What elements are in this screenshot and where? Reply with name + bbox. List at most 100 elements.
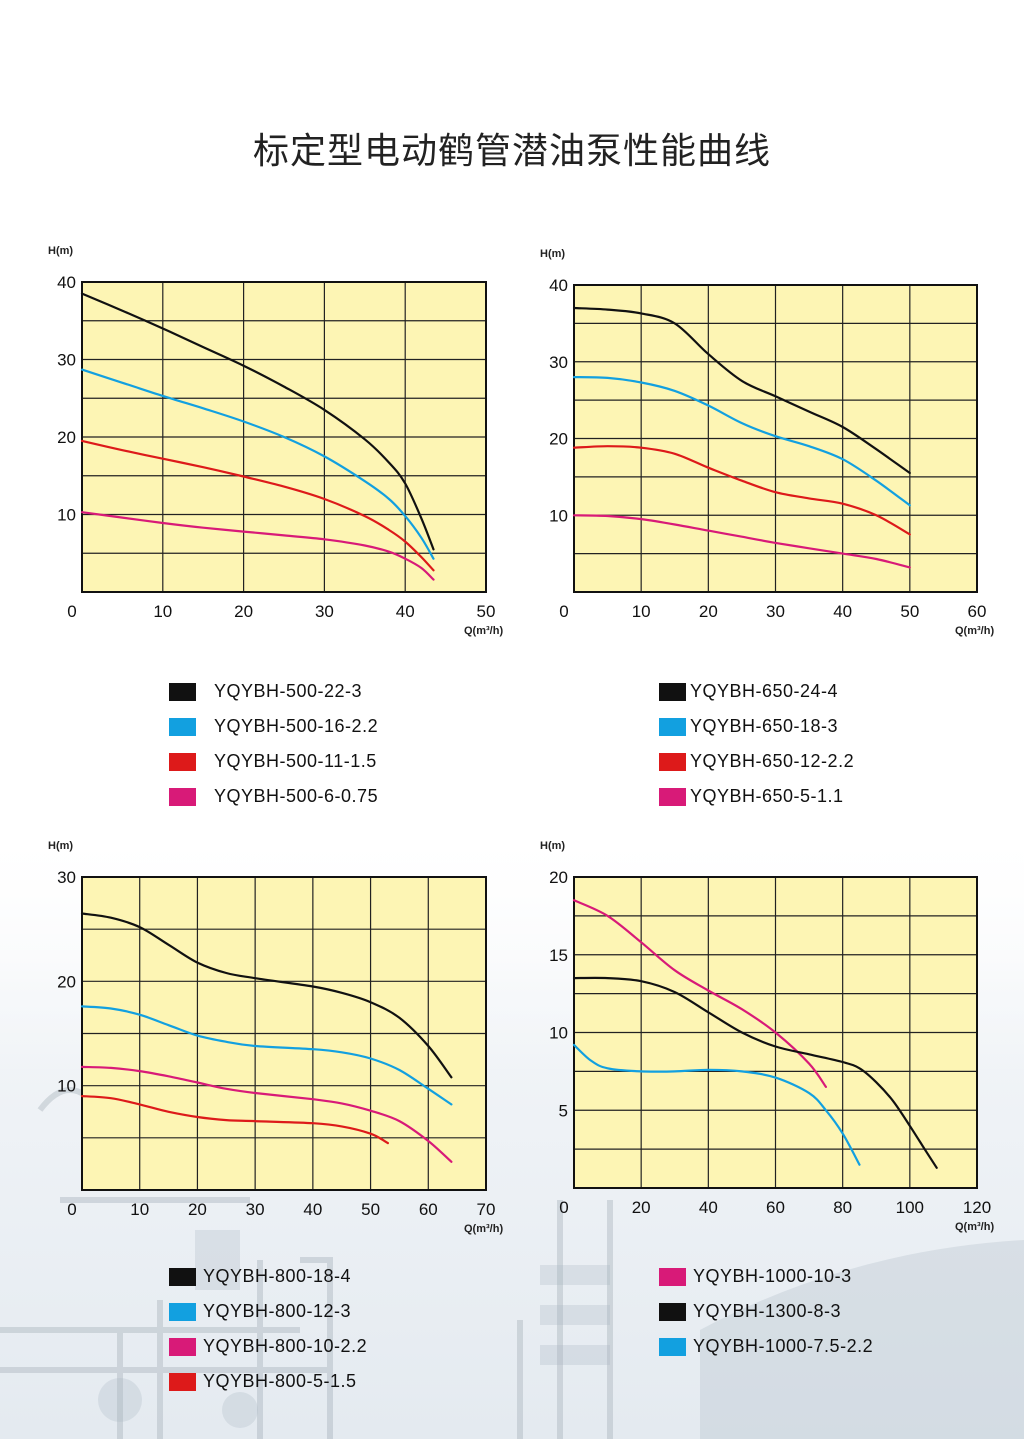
legend-swatch [659, 718, 686, 736]
y-tick-label: 10 [549, 1024, 568, 1043]
x-tick-label: 0 [67, 602, 76, 621]
legend-label: YQYBH-650-18-3 [690, 716, 839, 736]
performance-chart-500: H(m) Q(m³/h) 0 10 20 30 40 50 10 20 30 40 [48, 245, 503, 637]
x-tick-label: 40 [303, 1200, 322, 1219]
x-axis-label: Q(m³/h) [464, 625, 503, 637]
series-line-YQYBH-500-11-1.5 [80, 439, 435, 572]
y-tick-label: 10 [57, 506, 76, 525]
y-axis-label: H(m) [540, 840, 565, 852]
y-tick-label: 40 [549, 276, 568, 295]
legend-swatch [659, 1303, 686, 1321]
x-tick-label: 20 [234, 602, 253, 621]
y-axis-label: H(m) [48, 245, 73, 257]
x-tick-label: 50 [477, 602, 496, 621]
x-tick-label: 50 [361, 1200, 380, 1219]
x-tick-label: 30 [246, 1200, 265, 1219]
x-tick-label: 20 [188, 1200, 207, 1219]
series-line-YQYBH-800-12-3 [80, 1005, 453, 1106]
x-tick-label: 0 [67, 1200, 76, 1219]
y-tick-label: 20 [57, 972, 76, 991]
legend-swatch [659, 1338, 686, 1356]
legend-swatch [169, 1338, 196, 1356]
y-tick-label: 20 [549, 868, 568, 887]
series-line-YQYBH-650-5-1.1 [572, 514, 911, 569]
y-tick-label: 20 [549, 430, 568, 449]
legend-swatch [659, 1268, 686, 1286]
x-tick-label: 30 [315, 602, 334, 621]
series-line-YQYBH-1000-7.5-2.2 [572, 1043, 861, 1166]
series-line-YQYBH-500-16-2.2 [80, 368, 435, 560]
x-tick-label: 20 [699, 602, 718, 621]
x-tick-label: 40 [396, 602, 415, 621]
series-line-YQYBH-500-6-0.75 [80, 511, 435, 581]
x-tick-label: 80 [833, 1198, 852, 1217]
plot-frame [573, 284, 978, 593]
y-tick-label: 20 [57, 428, 76, 447]
legend-label: YQYBH-650-24-4 [690, 681, 839, 701]
x-tick-label: 100 [896, 1198, 924, 1217]
legend-swatch [169, 1268, 196, 1286]
y-tick-label: 10 [57, 1077, 76, 1096]
x-axis-label: Q(m³/h) [464, 1223, 503, 1235]
x-tick-label: 40 [833, 602, 852, 621]
performance-chart-800: H(m) Q(m³/h) 0 10 20 30 40 50 60 70 10 20 30 [48, 840, 503, 1235]
series-line-YQYBH-650-12-2.2 [572, 445, 911, 536]
x-tick-label: 0 [559, 1198, 568, 1217]
x-tick-label: 10 [632, 602, 651, 621]
x-tick-label: 40 [699, 1198, 718, 1217]
legend-swatch [659, 753, 686, 771]
y-axis-label: H(m) [48, 840, 73, 852]
legend-swatch [169, 753, 196, 771]
x-tick-label: 0 [559, 602, 568, 621]
x-tick-label: 10 [130, 1200, 149, 1219]
legend-swatch [169, 683, 196, 701]
x-axis-label: Q(m³/h) [955, 625, 994, 637]
y-tick-label: 10 [549, 506, 568, 525]
legend-swatch [659, 788, 686, 806]
performance-chart-650: H(m) Q(m³/h) 0 10 20 30 40 50 60 10 20 30 40 [540, 248, 994, 637]
legend-swatch [169, 718, 196, 736]
series-line-YQYBH-650-18-3 [572, 376, 911, 507]
series-line-YQYBH-800-10-2.2 [80, 1065, 453, 1163]
x-tick-label: 60 [419, 1200, 438, 1219]
legend-swatch [169, 1373, 196, 1391]
legend-swatch [659, 683, 686, 701]
plot-frame [81, 876, 487, 1191]
x-tick-label: 50 [900, 602, 919, 621]
y-axis-label: H(m) [540, 248, 565, 260]
legend-label: YQYBH-500-16-2.2 [214, 716, 379, 736]
legend-label: YQYBH-500-6-0.75 [214, 786, 379, 806]
y-tick-label: 30 [57, 351, 76, 370]
legend-label: YQYBH-650-12-2.2 [690, 751, 855, 771]
y-tick-label: 15 [549, 946, 568, 965]
series-line-YQYBH-650-24-4 [572, 306, 911, 475]
legend-label: YQYBH-500-11-1.5 [214, 751, 377, 771]
x-axis-label: Q(m³/h) [955, 1221, 994, 1233]
legend-label: YQYBH-1300-8-3 [693, 1301, 842, 1321]
legend-label: YQYBH-650-5-1.1 [690, 786, 844, 806]
legend-swatch [169, 1303, 196, 1321]
x-tick-label: 60 [968, 602, 987, 621]
y-tick-label: 30 [549, 353, 568, 372]
plot-frame [573, 876, 978, 1189]
y-tick-label: 30 [57, 868, 76, 887]
performance-chart-1000-1300: H(m) Q(m³/h) 0 20 40 60 80 100 120 5 10 15 20 [540, 840, 994, 1233]
plot-frame [81, 281, 487, 593]
series-line-YQYBH-800-18-4 [80, 912, 453, 1079]
x-tick-label: 120 [963, 1198, 991, 1217]
legend-label: YQYBH-800-12-3 [203, 1301, 352, 1321]
legend-label: YQYBH-1000-10-3 [693, 1266, 852, 1286]
legend-label: YQYBH-1000-7.5-2.2 [693, 1336, 874, 1356]
y-tick-label: 40 [57, 273, 76, 292]
series-line-YQYBH-1000-10-3 [572, 899, 827, 1088]
x-tick-label: 70 [477, 1200, 496, 1219]
legend-label: YQYBH-800-18-4 [203, 1266, 352, 1286]
page-title: 标定型电动鹤管潜油泵性能曲线 [252, 131, 771, 172]
x-tick-label: 30 [766, 602, 785, 621]
legend-swatch [169, 788, 196, 806]
legend-label: YQYBH-800-10-2.2 [203, 1336, 368, 1356]
x-tick-label: 10 [153, 602, 172, 621]
legend-label: YQYBH-800-5-1.5 [203, 1371, 357, 1391]
x-tick-label: 20 [632, 1198, 651, 1217]
x-tick-label: 60 [766, 1198, 785, 1217]
